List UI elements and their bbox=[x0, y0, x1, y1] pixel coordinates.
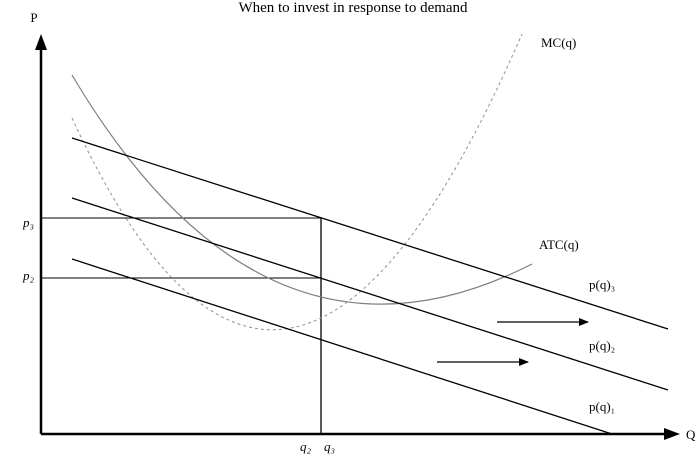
price-label-p3: p₃ bbox=[22, 215, 34, 230]
y-axis-arrowhead bbox=[35, 34, 47, 50]
demand-p3-label: p(q)₃ bbox=[589, 277, 615, 292]
price-label-p2: p₂ bbox=[22, 268, 35, 283]
mc-curve bbox=[71, 33, 523, 331]
x-axis-arrowhead bbox=[664, 428, 680, 440]
quantity-label-q2: q₂ bbox=[300, 439, 312, 454]
atc-curve-label: ATC(q) bbox=[539, 237, 579, 252]
x-axis-label: Q bbox=[686, 427, 696, 442]
demand-curve-p3 bbox=[71, 137, 669, 330]
quantity-label-q3: q₃ bbox=[324, 439, 335, 454]
demand-curve-p2 bbox=[71, 197, 669, 391]
demand-p1-label: p(q)₁ bbox=[589, 399, 615, 414]
atc-curve bbox=[71, 74, 533, 305]
y-axis-label: P bbox=[30, 10, 37, 25]
mc-curve-label: MC(q) bbox=[541, 35, 576, 50]
demand-curve-p1 bbox=[71, 258, 613, 435]
demand-p2-label: p(q)₂ bbox=[589, 338, 615, 353]
diagram-title: When to invest in response to demand bbox=[238, 0, 468, 16]
